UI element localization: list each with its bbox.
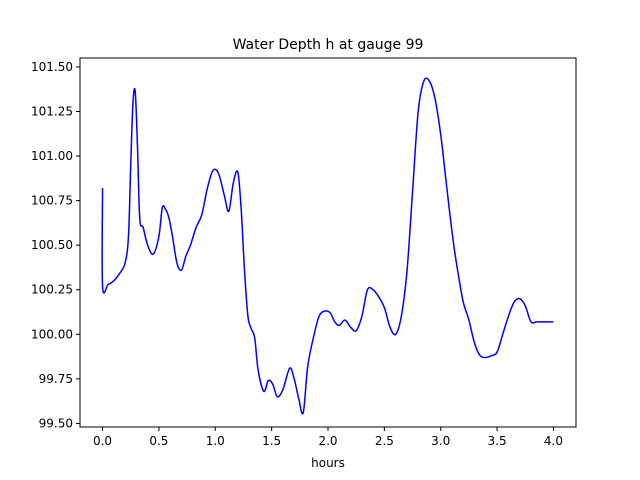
x-tick-label: 1.0: [206, 434, 225, 448]
plot-area: [101, 77, 554, 415]
x-tick-label: 4.0: [544, 434, 563, 448]
x-tick-label: 2.5: [375, 434, 394, 448]
y-tick-label: 101.50: [31, 60, 73, 74]
x-tick-label: 3.0: [431, 434, 450, 448]
y-tick-label: 101.25: [31, 104, 73, 118]
x-tick-label: 1.5: [262, 434, 281, 448]
y-tick-label: 100.25: [31, 283, 73, 297]
x-tick-label: 2.0: [318, 434, 337, 448]
x-tick-label: 0.0: [93, 434, 112, 448]
axes-frame: [79, 57, 577, 428]
y-tick-label: 99.75: [39, 372, 73, 386]
water-depth-line: [101, 77, 554, 415]
x-axis-label: hours: [311, 456, 345, 470]
chart-title: Water Depth h at gauge 99: [233, 37, 424, 53]
x-tick-label: 3.5: [488, 434, 507, 448]
x-tick-label: 0.5: [149, 434, 168, 448]
y-tick-label: 100.00: [31, 327, 73, 341]
y-axis: 99.50 99.75 100.00 100.25 100.50 100.75 101.00…: [31, 60, 80, 430]
y-tick-label: 100.50: [31, 238, 73, 252]
y-tick-label: 101.00: [31, 149, 73, 163]
y-tick-label: 100.75: [31, 194, 73, 208]
y-tick-label: 99.50: [39, 416, 73, 430]
x-axis: 0.0 0.5 1.0 1.5 2.0 2.5 3.0 3.5 4.0: [93, 427, 563, 448]
